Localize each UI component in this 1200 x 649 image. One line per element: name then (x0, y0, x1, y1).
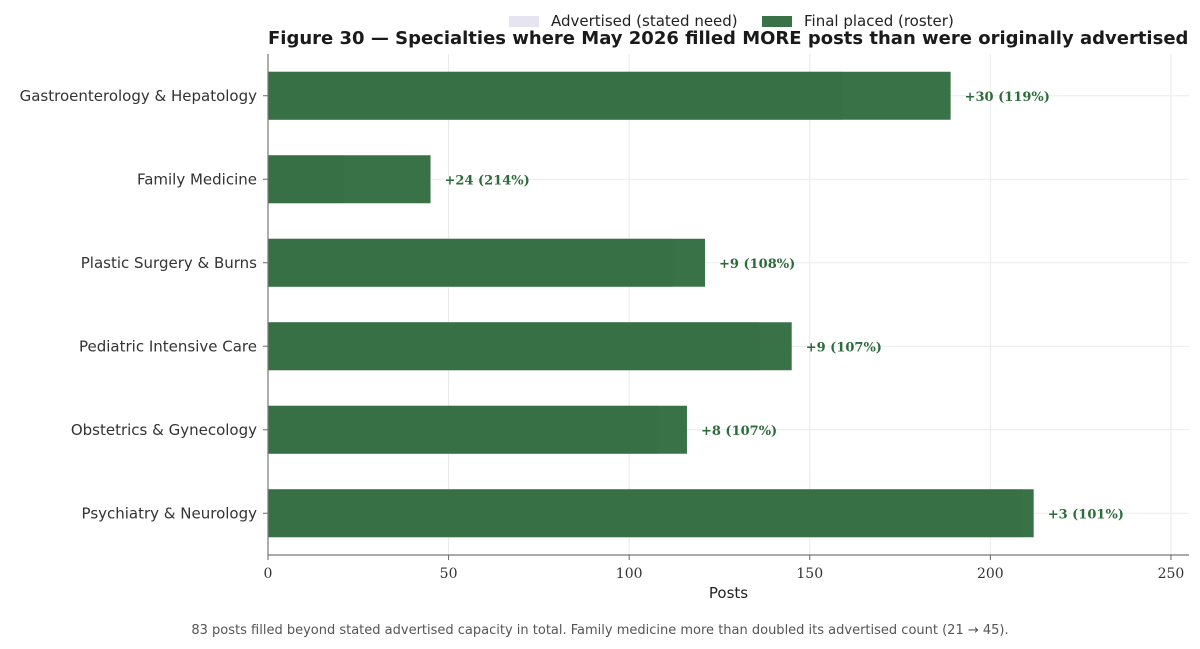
legend-label-final-placed: Final placed (roster) (804, 12, 954, 30)
data-label: +8 (107%) (701, 424, 777, 439)
legend-swatch-advertised (509, 15, 539, 27)
legend-label-advertised: Advertised (stated need) (551, 12, 738, 30)
bar-advertised-overlay (268, 405, 659, 454)
bar-advertised-overlay (268, 489, 1023, 538)
x-tick-label: 50 (440, 566, 458, 582)
bar-advertised-overlay (268, 71, 843, 120)
bar-final-placed (268, 405, 687, 454)
bar-final-placed (268, 155, 431, 204)
bar-final-placed (268, 489, 1034, 538)
legend: Advertised (stated need) Final placed (r… (0, 12, 1200, 34)
data-label: +30 (119%) (965, 90, 1050, 105)
legend-item-advertised: Advertised (stated need) (509, 12, 738, 30)
bar-advertised-overlay (268, 238, 673, 287)
y-tick-label: Obstetrics & Gynecology (71, 421, 257, 439)
bar-final-placed (268, 238, 706, 287)
bar-final-placed (268, 71, 951, 120)
y-tick-label: Pediatric Intensive Care (79, 337, 257, 355)
x-tick-label: 0 (264, 566, 273, 582)
data-label: +24 (214%) (445, 173, 530, 188)
footnote: 83 posts filled beyond stated advertised… (191, 623, 1009, 638)
bar-advertised-overlay (268, 322, 760, 371)
bar-final-placed (268, 322, 792, 371)
data-label: +9 (108%) (719, 257, 795, 272)
x-tick-label: 150 (796, 566, 823, 582)
y-tick-label: Plastic Surgery & Burns (81, 254, 257, 272)
x-tick-label: 200 (977, 566, 1004, 582)
y-tick-label: Family Medicine (137, 170, 257, 188)
y-tick-label: Psychiatry & Neurology (82, 504, 258, 522)
bar-advertised-overlay (268, 155, 344, 204)
y-tick-label: Gastroenterology & Hepatology (20, 87, 258, 105)
x-tick-label: 100 (616, 566, 643, 582)
x-tick-label: 250 (1158, 566, 1185, 582)
legend-item-final-placed: Final placed (roster) (762, 12, 954, 30)
chart-title: Figure 30 — Specialties where May 2026 f… (268, 28, 1189, 49)
x-axis-label: Posts (709, 584, 748, 602)
data-label: +9 (107%) (806, 340, 882, 355)
data-label: +3 (101%) (1048, 507, 1124, 522)
legend-swatch-final-placed (762, 15, 792, 27)
